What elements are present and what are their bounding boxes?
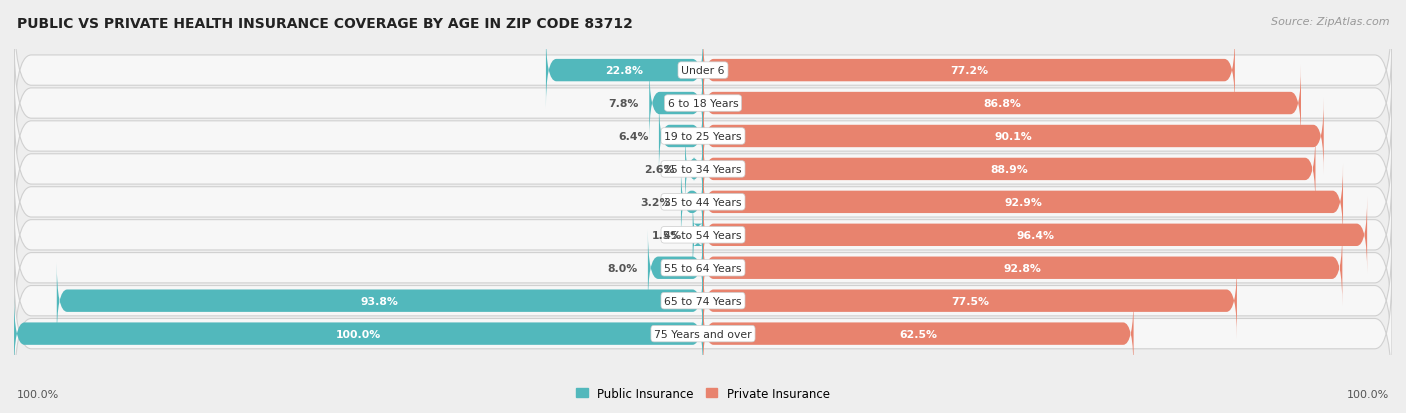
Text: Under 6: Under 6 (682, 66, 724, 76)
FancyBboxPatch shape (693, 197, 703, 273)
Text: 96.4%: 96.4% (1017, 230, 1054, 240)
Text: 8.0%: 8.0% (607, 263, 637, 273)
Text: 100.0%: 100.0% (336, 329, 381, 339)
Text: 86.8%: 86.8% (983, 99, 1021, 109)
Text: 88.9%: 88.9% (990, 164, 1028, 175)
Text: 6 to 18 Years: 6 to 18 Years (668, 99, 738, 109)
FancyBboxPatch shape (14, 4, 1392, 138)
Text: 100.0%: 100.0% (17, 389, 59, 399)
FancyBboxPatch shape (14, 70, 1392, 204)
Text: 65 to 74 Years: 65 to 74 Years (664, 296, 742, 306)
FancyBboxPatch shape (703, 164, 1343, 240)
FancyBboxPatch shape (14, 135, 1392, 269)
Text: 1.5%: 1.5% (652, 230, 682, 240)
Text: 92.9%: 92.9% (1004, 197, 1042, 207)
Text: 2.6%: 2.6% (644, 164, 675, 175)
Text: PUBLIC VS PRIVATE HEALTH INSURANCE COVERAGE BY AGE IN ZIP CODE 83712: PUBLIC VS PRIVATE HEALTH INSURANCE COVER… (17, 17, 633, 31)
FancyBboxPatch shape (703, 131, 1316, 208)
Text: 75 Years and over: 75 Years and over (654, 329, 752, 339)
Text: 77.2%: 77.2% (950, 66, 988, 76)
FancyBboxPatch shape (648, 230, 703, 306)
FancyBboxPatch shape (703, 66, 1301, 142)
Text: 19 to 25 Years: 19 to 25 Years (664, 132, 742, 142)
FancyBboxPatch shape (685, 131, 703, 208)
FancyBboxPatch shape (14, 267, 1392, 401)
Text: 6.4%: 6.4% (619, 132, 648, 142)
FancyBboxPatch shape (659, 99, 703, 175)
Text: 45 to 54 Years: 45 to 54 Years (664, 230, 742, 240)
FancyBboxPatch shape (703, 33, 1234, 109)
Text: 93.8%: 93.8% (361, 296, 399, 306)
Legend: Public Insurance, Private Insurance: Public Insurance, Private Insurance (571, 382, 835, 404)
Text: 22.8%: 22.8% (606, 66, 644, 76)
Text: Source: ZipAtlas.com: Source: ZipAtlas.com (1271, 17, 1389, 26)
Text: 25 to 34 Years: 25 to 34 Years (664, 164, 742, 175)
Text: 92.8%: 92.8% (1004, 263, 1042, 273)
FancyBboxPatch shape (14, 168, 1392, 302)
FancyBboxPatch shape (703, 197, 1367, 273)
Text: 35 to 44 Years: 35 to 44 Years (664, 197, 742, 207)
Text: 90.1%: 90.1% (994, 132, 1032, 142)
FancyBboxPatch shape (56, 263, 703, 339)
Text: 62.5%: 62.5% (900, 329, 938, 339)
FancyBboxPatch shape (703, 296, 1133, 372)
FancyBboxPatch shape (14, 296, 703, 372)
FancyBboxPatch shape (703, 230, 1343, 306)
FancyBboxPatch shape (546, 33, 703, 109)
Text: 77.5%: 77.5% (950, 296, 988, 306)
FancyBboxPatch shape (703, 99, 1323, 175)
Text: 55 to 64 Years: 55 to 64 Years (664, 263, 742, 273)
FancyBboxPatch shape (14, 234, 1392, 368)
Text: 7.8%: 7.8% (609, 99, 638, 109)
FancyBboxPatch shape (681, 164, 703, 240)
Text: 3.2%: 3.2% (640, 197, 671, 207)
FancyBboxPatch shape (650, 66, 703, 142)
FancyBboxPatch shape (14, 37, 1392, 171)
Text: 100.0%: 100.0% (1347, 389, 1389, 399)
FancyBboxPatch shape (14, 102, 1392, 237)
FancyBboxPatch shape (703, 263, 1237, 339)
FancyBboxPatch shape (14, 201, 1392, 335)
